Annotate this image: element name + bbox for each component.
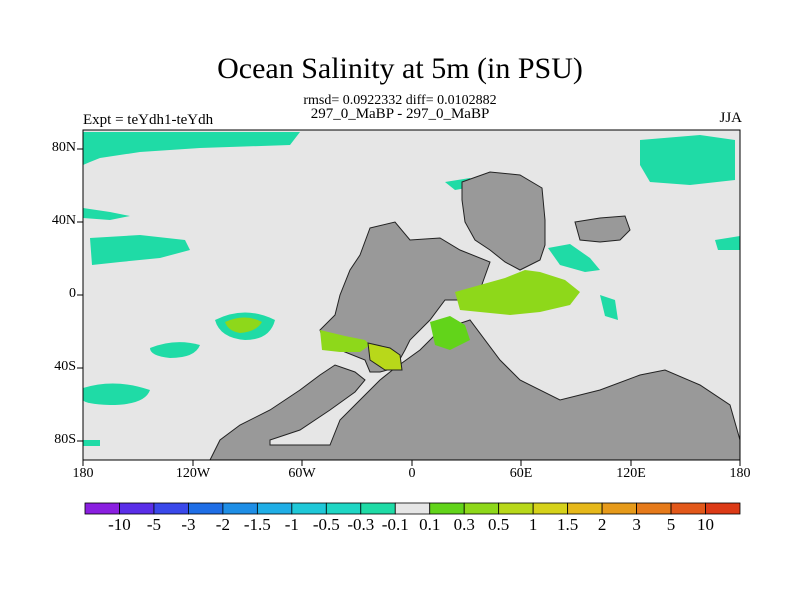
colorbar-label: 0.1 [419,515,441,534]
chart-subtitle: rmsd= 0.0922332 diff= 0.0102882 [303,93,497,108]
colorbar-swatch [705,502,741,515]
map-panel [77,129,741,466]
x-tick-label: 180 [72,466,94,481]
case-label: 297_0_MaBP - 297_0_MaBP [310,106,490,122]
colorbar-swatch [119,502,155,515]
land-masses [209,171,741,461]
colorbar-swatch [601,502,637,515]
colorbar [84,502,741,515]
colorbar-swatch [222,502,258,515]
colorbar-label: 1.5 [557,515,579,534]
colorbar-label: 3 [632,515,641,534]
colorbar-swatch [394,502,431,515]
x-tick-label: 180 [729,466,751,481]
atlantic-positive-patch [455,270,580,315]
colorbar-label: 0.5 [488,515,510,534]
y-tick-label: 40N [51,213,76,228]
e-pacific-patch [715,236,740,250]
experiment-label: Expt = teYdh1-teYdh [83,112,214,128]
season-label: JJA [719,110,742,126]
antarctic-patch [83,440,100,446]
colorbar-label: 2 [597,515,607,534]
colorbar-swatch [360,502,396,515]
y-tick-label: 80S [54,432,76,447]
colorbar-label: -1.5 [243,515,271,534]
colorbar-label: 0.3 [453,515,475,534]
colorbar-label: 10 [697,515,715,534]
n-indian-patch [548,244,600,272]
southern-ocean-patch [83,383,150,405]
colorbar-label: 5 [666,515,676,534]
colorbar-label: -1 [284,515,299,534]
colorbar-swatch [429,502,465,515]
colorbar-swatch [463,502,500,515]
se-pacific-positive-patch [225,317,262,333]
colorbar-swatch [636,502,672,515]
x-tick-label: 120E [616,466,646,481]
southern-landmass [209,319,741,461]
colorbar-swatch [567,502,603,515]
colorbar-swatch [325,502,362,515]
colorbar-swatch [153,502,189,515]
colorbar-swatch [291,502,327,515]
s-atlantic-positive-patch [430,316,470,350]
colorbar-label: -2 [215,515,230,534]
x-tick-label: 60W [288,466,316,481]
colorbar-swatch [532,502,569,515]
x-tick-label: 120W [175,466,211,481]
colorbar-label: -0.5 [312,515,340,534]
axis-ticks [77,148,741,466]
chart-title: Ocean Salinity at 5m (in PSU) [217,52,583,85]
s-pacific-patch [150,342,200,358]
n-pacific-patch [90,235,190,265]
colorbar-swatch [188,502,224,515]
colorbar-label: -0.1 [381,515,409,534]
y-tick-label: 80N [51,140,76,155]
sw-atlantic-positive-patch [320,330,370,352]
arctic-band-patch [83,132,300,165]
colorbar-label: -5 [146,515,162,534]
colorbar-label: 1 [528,515,538,534]
colorbar-swatch [84,502,120,515]
maritime-patch [600,295,618,320]
africa-eurasia-landmass [461,171,546,271]
colorbar-label: -10 [108,515,131,534]
brazil-positive-patch [367,342,403,371]
asia-landmass [574,215,631,243]
colorbar-swatch [498,502,534,515]
colorbar-label: -0.3 [347,515,375,534]
x-tick-label: 60E [509,466,533,481]
y-tick-label: 0 [69,286,76,301]
barents-patch [640,135,735,185]
colorbar-label: -3 [181,515,196,534]
ne-pacific-patch [83,208,130,220]
positive-anomaly-patches [225,270,580,371]
colorbar-swatch [670,502,706,515]
x-tick-label: 0 [408,466,416,481]
colorbar-swatch [256,502,293,515]
y-tick-label: 40S [54,359,76,374]
